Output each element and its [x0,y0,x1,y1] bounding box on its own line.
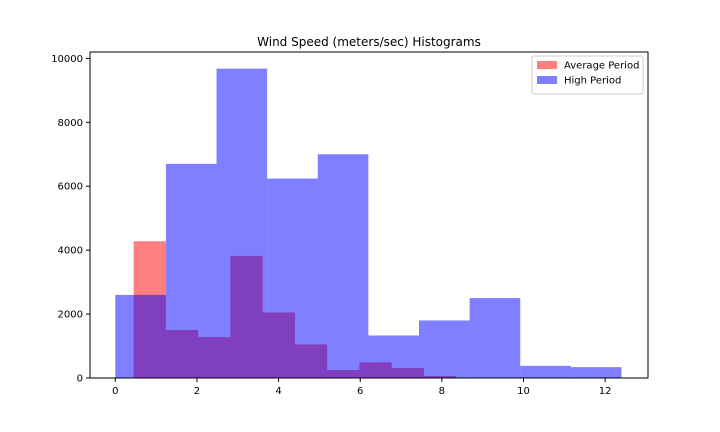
bar-high-period-7 [469,298,521,378]
y-tick-label: 8000 [58,118,83,129]
bar-high-period-8 [520,365,571,378]
bar-high-period-4 [317,154,369,378]
x-tick-label: 2 [194,386,200,397]
x-tick-label: 8 [439,386,445,397]
bar-high-period-9 [570,367,622,378]
legend: Average Period High Period [531,55,644,95]
bar-high-period-0 [115,294,166,378]
y-tick-label: 6000 [58,182,83,193]
plot-frame [89,51,649,379]
x-tick-label: 10 [517,386,530,397]
y-tick-label: 10000 [51,54,83,65]
x-tick-label: 12 [599,386,612,397]
x-tick-label: 4 [275,386,281,397]
legend-swatch [537,76,557,84]
bar-high-period-6 [419,320,470,378]
x-tick-label: 0 [112,386,118,397]
bar-high-period-1 [165,163,217,378]
bar-high-period-3 [267,178,318,378]
y-tick-label: 2000 [58,310,83,321]
legend-box [531,55,644,95]
bar-high-period-2 [216,68,268,379]
y-tick-label: 0 [77,374,83,385]
legend-swatch [537,61,557,69]
y-tick-label: 4000 [58,246,83,257]
legend-label: High Period [564,76,621,87]
series-high-period [115,68,622,379]
axes-layer: 0 2 4 6 8 10 12 0 2000 4000 6000 8000 10000 [51,54,611,397]
chart-title: Wind Speed (meters/sec) Histograms [257,35,481,49]
plot-layer [115,68,622,379]
bar-high-period-5 [368,335,420,378]
legend-label: Average Period [564,61,639,72]
x-tick-label: 6 [357,386,363,397]
